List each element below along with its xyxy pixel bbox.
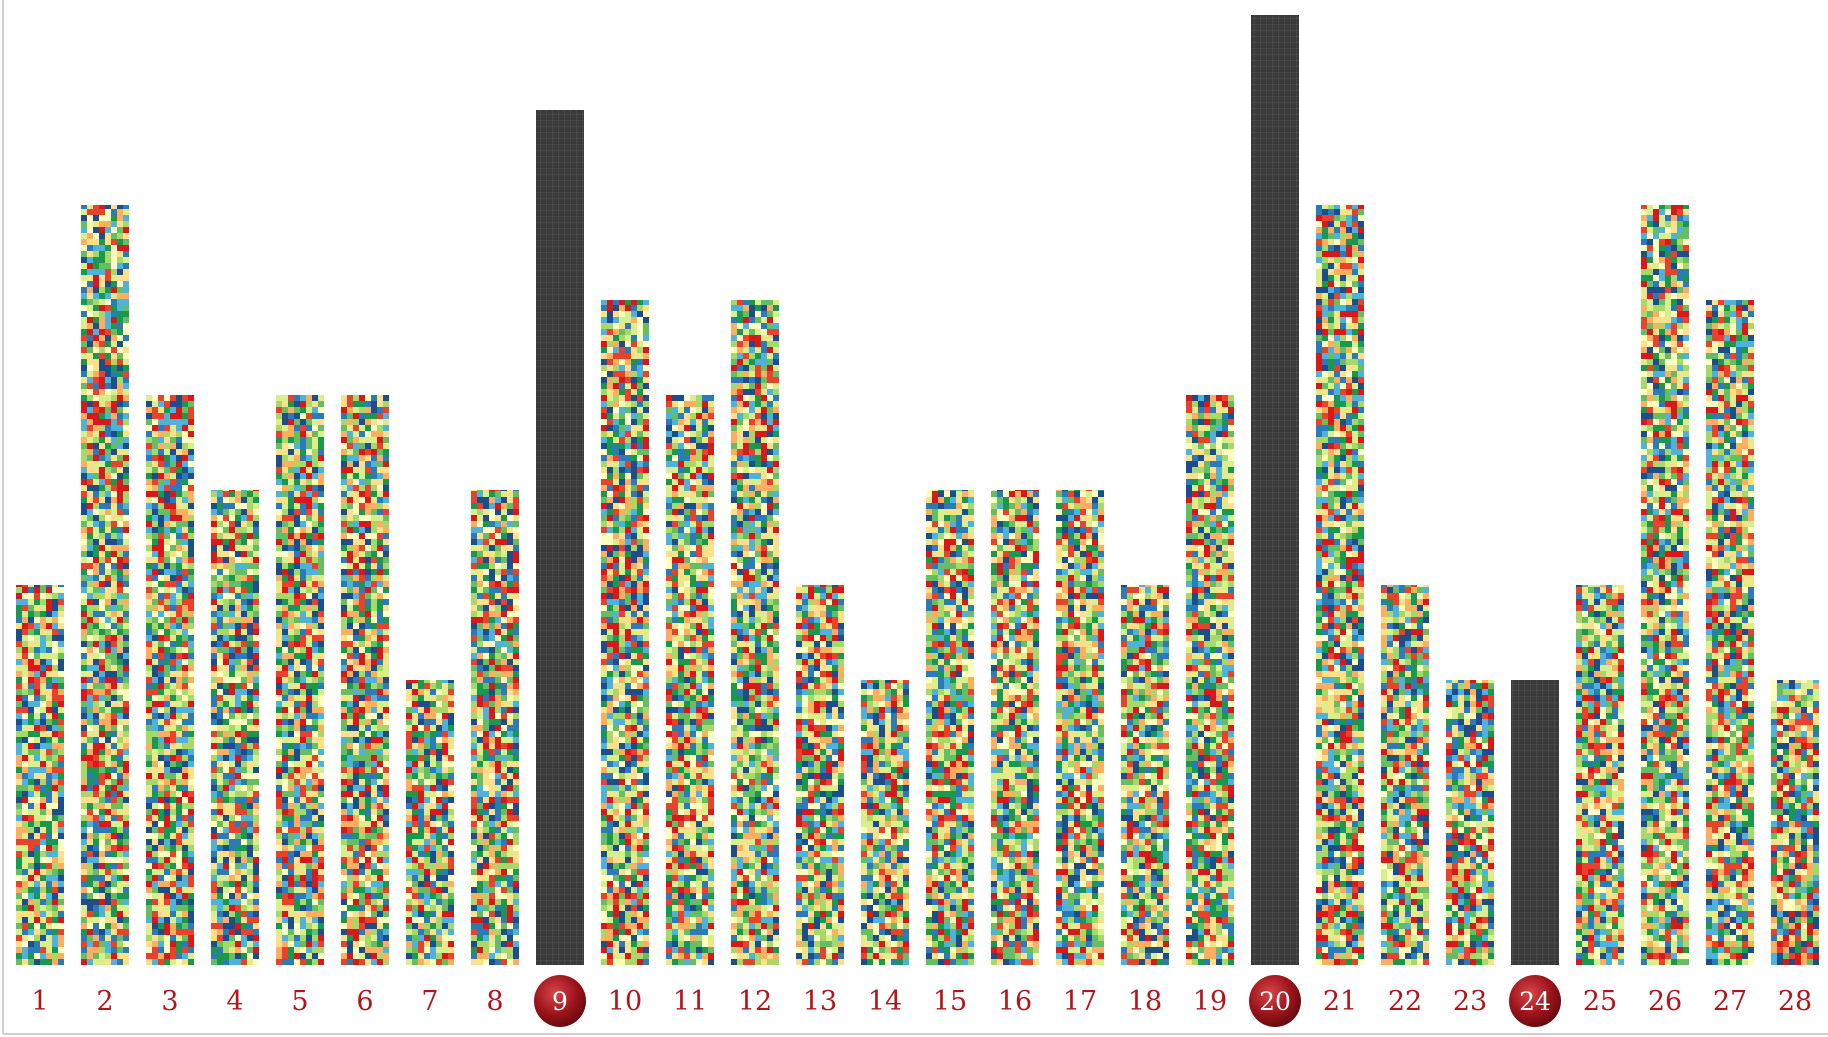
bar-4 [211,490,259,965]
bar-28 [1771,680,1819,965]
x-tick-label: 1 [31,986,48,1017]
x-tick-label: 3 [161,986,178,1017]
x-tick-3: 3 [161,986,178,1017]
bar-19 [1186,395,1234,965]
x-tick-label: 7 [421,986,438,1017]
x-tick-label: 8 [486,986,503,1017]
bar-14 [861,680,909,965]
x-tick-label: 21 [1323,986,1357,1017]
bar-7 [406,680,454,965]
bar-15 [926,490,974,965]
x-tick-label: 6 [356,986,373,1017]
x-tick-23: 23 [1453,986,1487,1017]
x-tick-6: 6 [356,986,373,1017]
x-tick-label: 12 [738,986,772,1017]
x-tick-25: 25 [1583,986,1617,1017]
x-tick-label: 17 [1063,986,1097,1017]
x-tick-27: 27 [1713,986,1747,1017]
bar-22 [1381,585,1429,965]
x-tick-20: 20 [1249,975,1301,1027]
x-tick-1: 1 [31,986,48,1017]
bar-16 [991,490,1039,965]
x-tick-label: 22 [1388,986,1422,1017]
x-tick-label: 23 [1453,986,1487,1017]
bar-10 [601,300,649,965]
x-tick-14: 14 [868,986,902,1017]
bar-11 [666,395,714,965]
x-tick-17: 17 [1063,986,1097,1017]
x-tick-8: 8 [486,986,503,1017]
x-tick-11: 11 [673,986,707,1017]
x-tick-15: 15 [933,986,967,1017]
x-tick-label: 27 [1713,986,1747,1017]
x-tick-4: 4 [226,986,243,1017]
x-tick-2: 2 [96,986,113,1017]
x-tick-7: 7 [421,986,438,1017]
bar-12 [731,300,779,965]
x-tick-label: 20 [1259,987,1291,1016]
bar-23 [1446,680,1494,965]
bar-2 [81,205,129,965]
x-tick-19: 19 [1193,986,1227,1017]
highlighted-bar-fill [1511,680,1559,965]
highlighted-bar-fill [1251,15,1299,965]
bar-8 [471,490,519,965]
x-tick-labels: 1 2 3 4 5 6 7 8 9 10 11 12 13 14 15 16 17 18 19 20 21 22 23 24 2… [31,975,1812,1027]
x-tick-label: 26 [1648,986,1682,1017]
bar-6 [341,395,389,965]
bar-17 [1056,490,1104,965]
x-tick-13: 13 [803,986,837,1017]
bar-27 [1706,300,1754,965]
x-tick-22: 22 [1388,986,1422,1017]
x-tick-label: 9 [552,987,568,1016]
x-tick-28: 28 [1778,986,1812,1017]
bar-3 [146,395,194,965]
x-tick-5: 5 [291,986,308,1017]
x-tick-10: 10 [608,986,642,1017]
bar-9 [536,110,584,965]
x-tick-label: 10 [608,986,642,1017]
bar-20 [1251,15,1299,965]
x-tick-label: 25 [1583,986,1617,1017]
bar-18 [1121,585,1169,965]
x-tick-label: 18 [1128,986,1162,1017]
x-tick-18: 18 [1128,986,1162,1017]
x-tick-label: 4 [226,986,243,1017]
x-tick-label: 11 [673,986,707,1017]
bars-layer [16,15,1819,965]
x-tick-label: 2 [96,986,113,1017]
bar-26 [1641,205,1689,965]
bar-1 [16,585,64,965]
x-tick-label: 5 [291,986,308,1017]
x-tick-21: 21 [1323,986,1357,1017]
x-tick-label: 19 [1193,986,1227,1017]
x-tick-label: 24 [1519,987,1551,1016]
bar-24 [1511,680,1559,965]
x-tick-12: 12 [738,986,772,1017]
bar-21 [1316,205,1364,965]
x-tick-label: 14 [868,986,902,1017]
bar-25 [1576,585,1624,965]
x-tick-label: 28 [1778,986,1812,1017]
bar-13 [796,585,844,965]
x-tick-label: 13 [803,986,837,1017]
x-tick-label: 16 [998,986,1032,1017]
x-tick-26: 26 [1648,986,1682,1017]
x-tick-label: 15 [933,986,967,1017]
bar-5 [276,395,324,965]
x-tick-24: 24 [1509,975,1561,1027]
x-tick-9: 9 [534,975,586,1027]
x-tick-16: 16 [998,986,1032,1017]
highlighted-bar-fill [536,110,584,965]
